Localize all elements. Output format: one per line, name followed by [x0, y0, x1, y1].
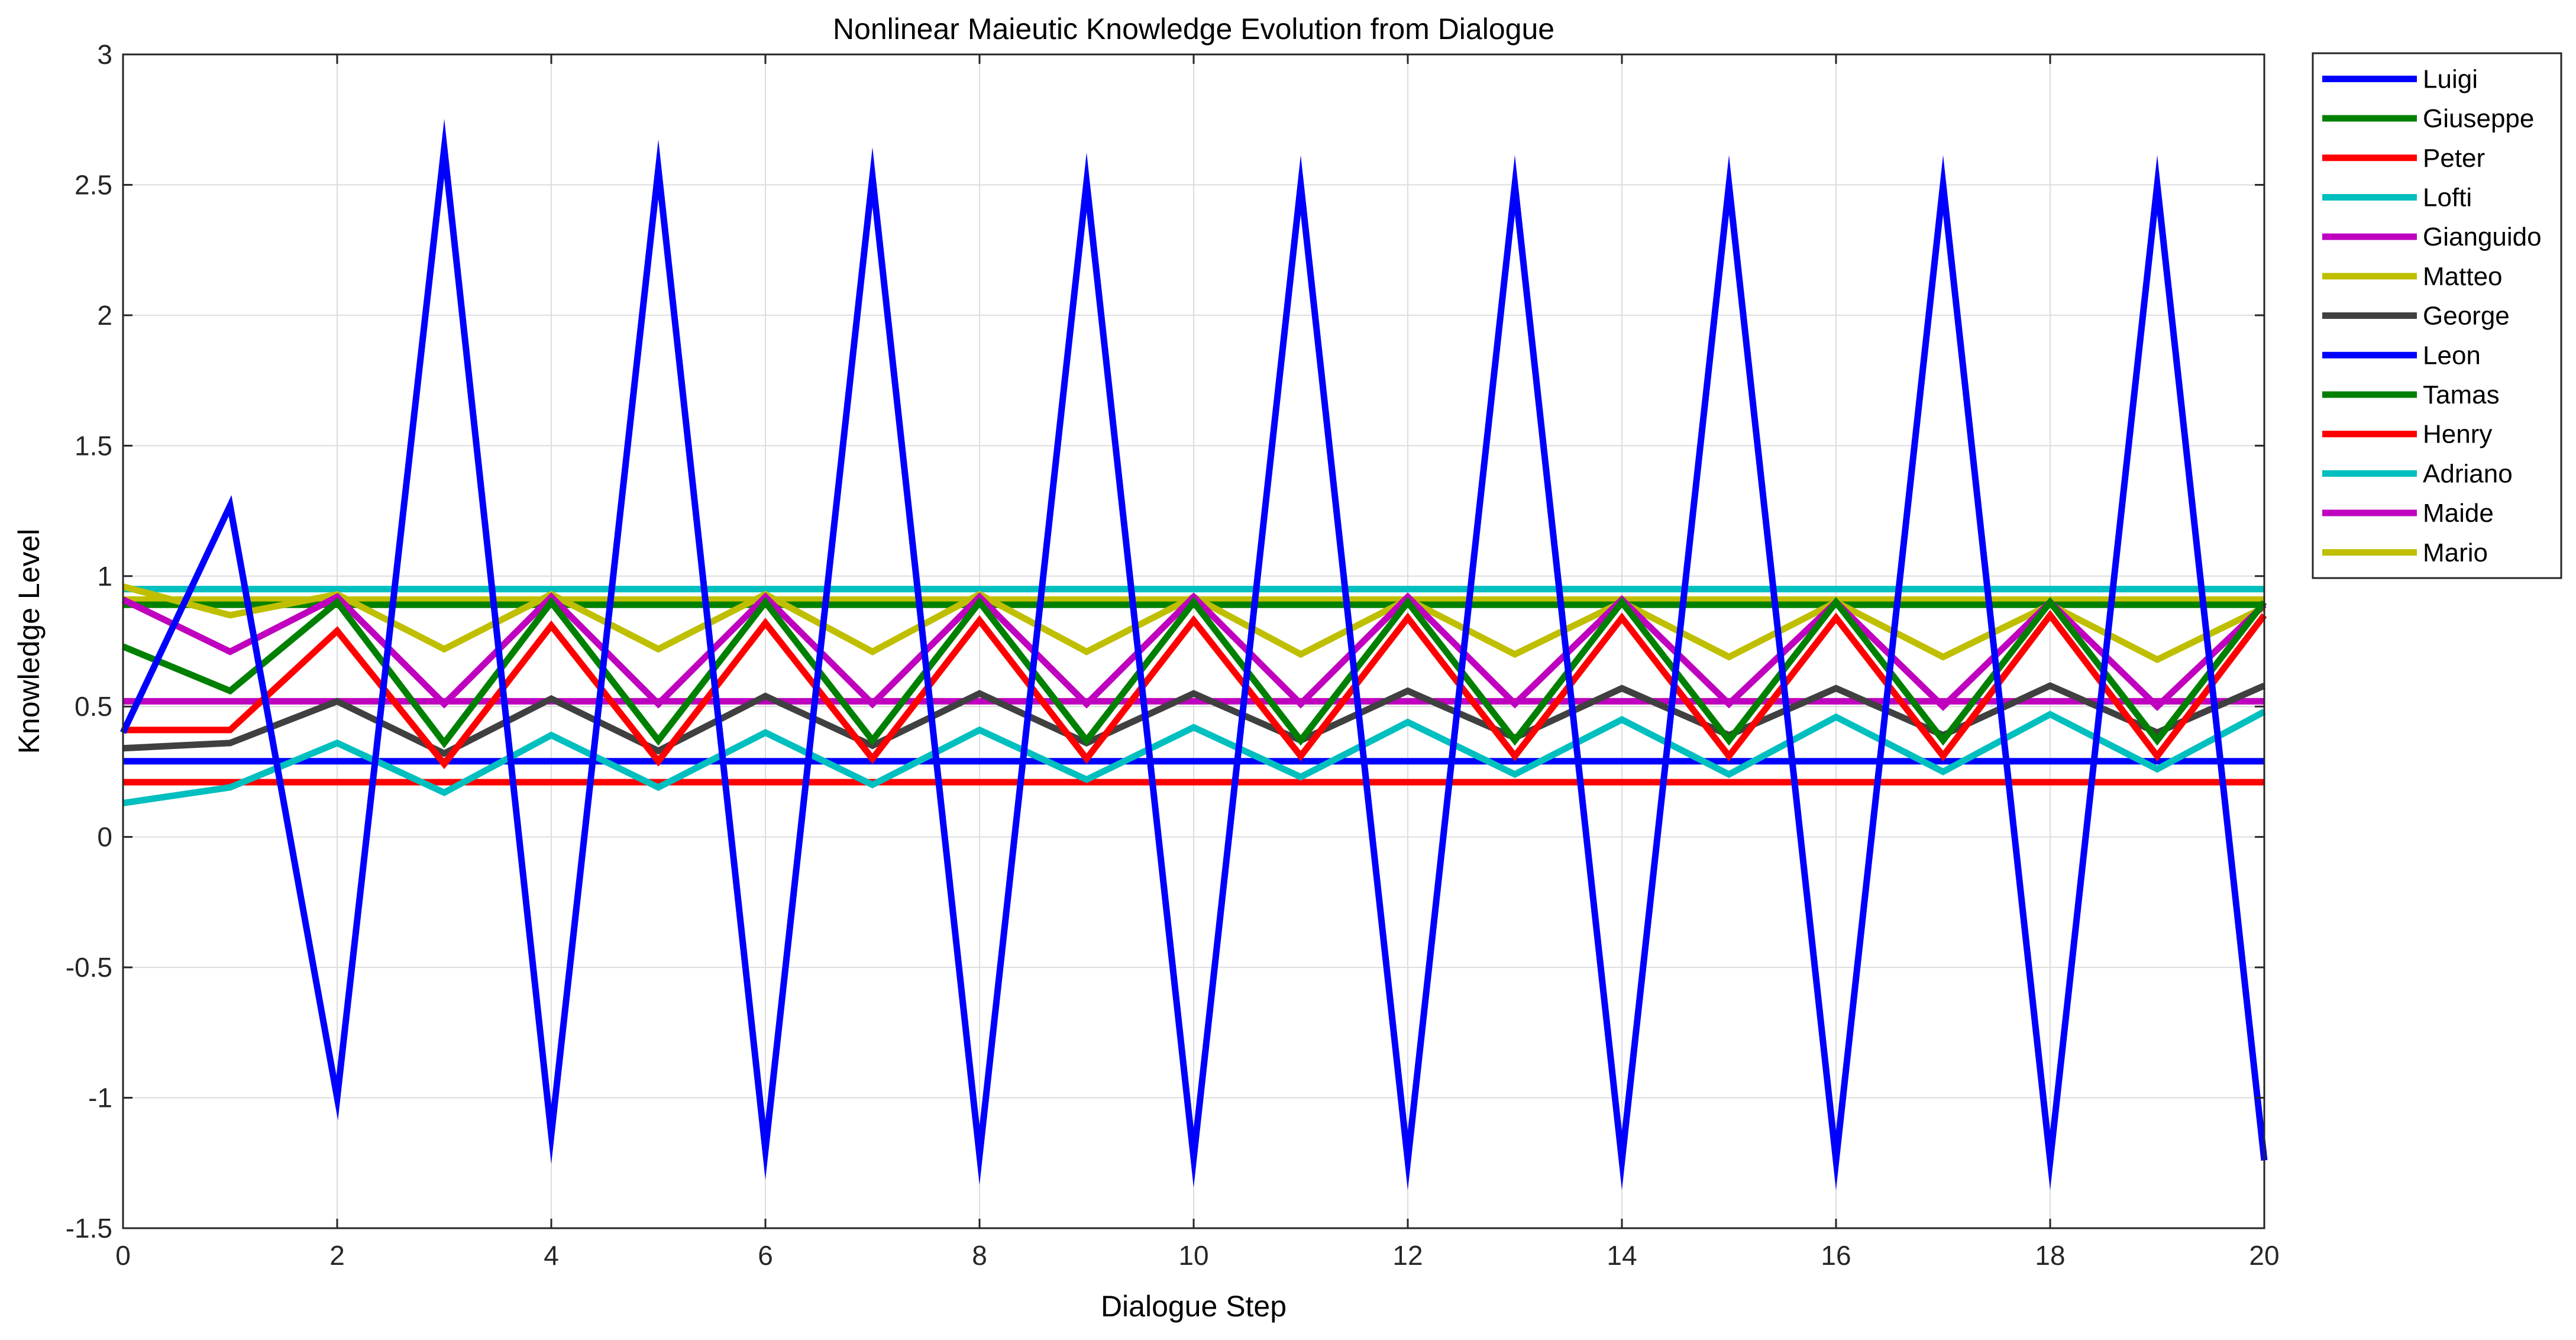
legend-label-leon: Leon: [2423, 341, 2481, 370]
legend-label-mario: Mario: [2423, 538, 2488, 567]
legend-label-george: George: [2423, 302, 2510, 331]
series-line-giuseppe: [121, 596, 2267, 748]
x-axis-label: Dialogue Step: [1101, 1290, 1287, 1323]
series-line-peter: [123, 609, 2267, 770]
series-line-lofti: [122, 709, 2266, 806]
y-axis-ticks: -1.5 -1 -0.5 0 0.5 1 1.5 2 2.5 3: [66, 39, 2264, 1244]
legend-label-adriano: Adriano: [2423, 459, 2513, 488]
legend-label-matteo: Matteo: [2423, 262, 2503, 291]
series-line-george: [122, 682, 2266, 757]
x-tick-label: 4: [544, 1240, 559, 1271]
x-tick-label: 18: [2035, 1240, 2065, 1271]
y-tick-label: -1.5: [66, 1213, 112, 1244]
x-tick-label: 16: [1821, 1240, 1851, 1271]
y-tick-label: 1.5: [75, 430, 112, 461]
legend-label-gianguido: Gianguido: [2423, 222, 2542, 251]
y-tick-label: 0: [97, 822, 112, 853]
x-tick-label: 8: [972, 1240, 987, 1271]
x-tick-label: 20: [2249, 1240, 2279, 1271]
legend-label-peter: Peter: [2423, 144, 2485, 173]
y-axis-label: Knowledge Level: [12, 529, 46, 754]
legend-label-maide: Maide: [2423, 499, 2494, 528]
chart-title: Nonlinear Maieutic Knowledge Evolution f…: [833, 12, 1554, 46]
legend-label-henry: Henry: [2423, 420, 2492, 449]
y-tick-label: 2: [97, 300, 112, 331]
legend-label-tamas: Tamas: [2423, 380, 2500, 409]
x-tick-label: 0: [115, 1240, 131, 1271]
legend-items: Luigi Giuseppe Peter Lofti Gianguido Matteo Ge…: [2322, 64, 2542, 567]
legend-label-lofti: Lofti: [2423, 183, 2472, 212]
legend-label-giuseppe: Giuseppe: [2423, 104, 2534, 133]
series-line-luigi: [120, 118, 2268, 1190]
y-tick-label: -1: [88, 1083, 112, 1113]
x-tick-label: 6: [758, 1240, 773, 1271]
x-tick-label: 14: [1607, 1240, 1637, 1271]
y-tick-label: 1: [97, 561, 112, 592]
y-tick-label: -0.5: [66, 952, 112, 983]
x-tick-label: 10: [1178, 1240, 1208, 1271]
legend: Luigi Giuseppe Peter Lofti Gianguido Matteo Ge…: [2312, 52, 2562, 579]
y-tick-label: 2.5: [75, 169, 112, 200]
x-axis-ticks: 0 2 4 6 8 10 12 14 16 18 20: [115, 54, 2280, 1271]
series-lines: [120, 118, 2268, 1190]
x-tick-label: 2: [329, 1240, 345, 1271]
y-tick-label: 3: [97, 39, 112, 70]
x-tick-label: 12: [1392, 1240, 1423, 1271]
y-tick-label: 0.5: [75, 691, 112, 722]
legend-label-luigi: Luigi: [2423, 64, 2478, 93]
